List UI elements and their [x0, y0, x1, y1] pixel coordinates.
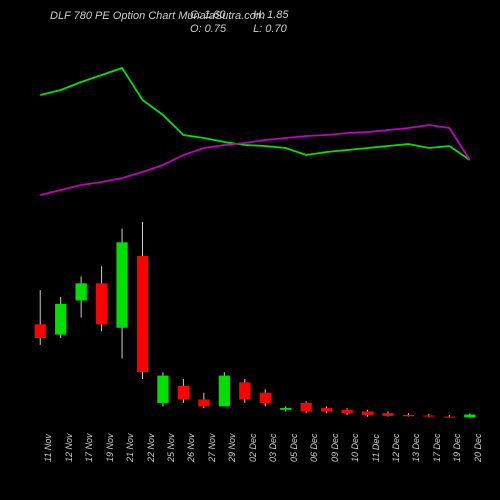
candle-body [116, 242, 127, 327]
ohlc-h: H: 1.85 [253, 8, 313, 22]
chart-area: 11 Nov12 Nov17 Nov19 Nov21 Nov22 Nov25 N… [30, 40, 480, 450]
x-axis-label: 21 Nov [125, 433, 135, 462]
candle-body [321, 408, 332, 411]
ohlc-o: O: 0.75 [190, 22, 250, 36]
candle-body [96, 283, 107, 324]
x-axis-label: 25 Nov [166, 433, 176, 462]
x-axis-label: 22 Nov [146, 433, 156, 462]
candle-body [362, 411, 373, 414]
x-axis-label: 13 Dec [411, 433, 421, 462]
candle-body [137, 256, 148, 372]
candle-body [464, 415, 475, 418]
x-axis-label: 19 Nov [105, 433, 115, 462]
candle-body [341, 410, 352, 413]
x-axis-label: 09 Dec [330, 433, 340, 462]
x-axis-label: 11 Dec [371, 434, 381, 462]
candle-body [260, 393, 271, 403]
candle-body [301, 403, 312, 412]
candle-body [239, 382, 250, 399]
candle-body [157, 376, 168, 403]
candle-body [178, 386, 189, 400]
x-axis-label: 17 Dec [432, 433, 442, 462]
ohlc-l: L: 0.70 [253, 22, 313, 36]
candle-body [55, 304, 66, 335]
candle-body [76, 283, 87, 300]
x-axis-label: 26 Nov [186, 433, 196, 462]
ohlc-c: C: 1.60 [190, 8, 250, 22]
chart-svg [30, 40, 480, 450]
x-axis-label: 02 Dec [248, 433, 258, 462]
x-axis-label: 06 Dec [309, 433, 319, 462]
candle-body [35, 324, 46, 338]
x-axis-label: 20 Dec [473, 433, 483, 462]
x-axis-label: 05 Dec [289, 433, 299, 462]
x-axis-label: 03 Dec [268, 433, 278, 462]
x-axis-label: 27 Nov [207, 433, 217, 462]
candle-body [444, 417, 455, 418]
candle-body [403, 415, 414, 416]
overlay-line-magenta [40, 125, 470, 195]
x-axis-label: 11 Nov [43, 434, 53, 462]
candle-body [382, 413, 393, 416]
candle-body [198, 400, 209, 407]
x-axis-label: 12 Dec [391, 433, 401, 462]
x-axis-label: 19 Dec [452, 433, 462, 462]
x-axis-label: 10 Dec [350, 433, 360, 462]
x-axis-label: 17 Nov [84, 433, 94, 462]
candle-body [423, 416, 434, 417]
candle-body [219, 376, 230, 407]
x-axis-label: 12 Nov [64, 433, 74, 462]
overlay-line-green [40, 68, 470, 160]
x-axis-label: 29 Nov [227, 433, 237, 462]
ohlc-readout: C: 1.60 H: 1.85 O: 0.75 L: 0.70 [190, 8, 313, 36]
candle-body [280, 408, 291, 410]
